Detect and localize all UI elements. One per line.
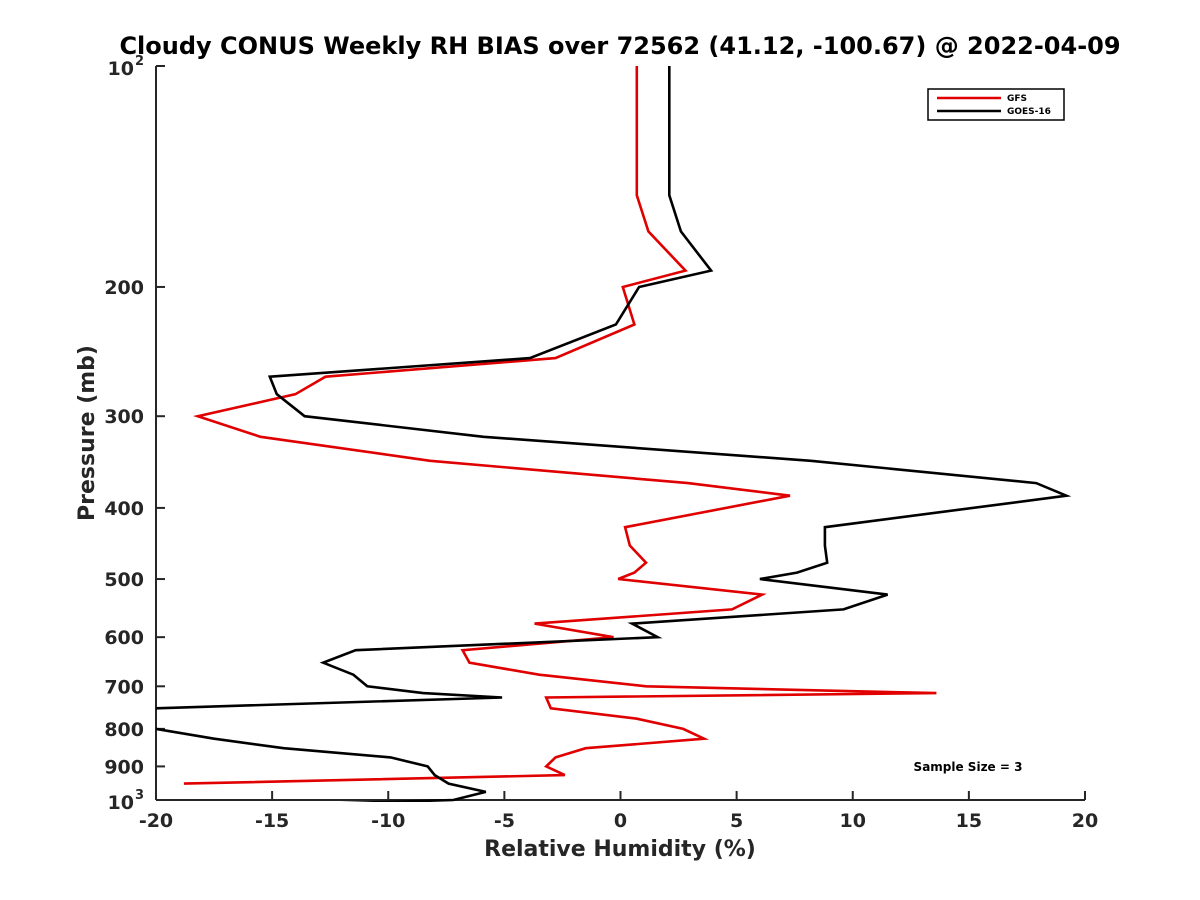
- x-axis-ticks: -20 -15 -10 -5 0 5 10 15 20: [139, 791, 1098, 832]
- y-tick-exponent: 2: [135, 54, 144, 69]
- y-axis-label: Pressure (mb): [75, 345, 100, 521]
- y-tick-label: 400: [104, 498, 144, 520]
- legend-box: [927, 88, 1065, 121]
- y-tick-exponent: 3: [135, 788, 144, 803]
- y-tick-base: 10: [108, 792, 134, 814]
- series-layer: [156, 66, 1072, 802]
- x-tick-label: -5: [494, 810, 515, 832]
- chart-title: Cloudy CONUS Weekly RH BIAS over 72562 (…: [119, 32, 1120, 60]
- y-tick-label: 200: [104, 277, 144, 299]
- y-tick-label: 10: [108, 792, 134, 814]
- series-line-gfs: [183, 66, 937, 785]
- x-tick-label: -20: [139, 810, 173, 832]
- y-tick-label: 800: [104, 719, 144, 741]
- x-tick-label: 5: [730, 810, 743, 832]
- series-line-goes-16: [156, 66, 1072, 802]
- x-tick-label: -15: [255, 810, 289, 832]
- legend-label: GOES-16: [1007, 107, 1051, 117]
- x-tick-label: 20: [1072, 810, 1098, 832]
- y-tick-label: 300: [104, 406, 144, 428]
- sample-size-annotation: Sample Size = 3: [914, 760, 1023, 774]
- y-tick-label: 600: [104, 627, 144, 649]
- x-tick-label: 0: [614, 810, 627, 832]
- y-tick-label: 700: [104, 676, 144, 698]
- x-axis-label: Relative Humidity (%): [484, 837, 756, 862]
- x-tick-label: 15: [956, 810, 982, 832]
- x-tick-label: 10: [840, 810, 866, 832]
- x-tick-label: -10: [371, 810, 405, 832]
- y-tick-base: 10: [108, 58, 134, 80]
- y-tick-label: 900: [104, 756, 144, 778]
- y-tick-label: 10: [108, 58, 134, 80]
- plot-area: [155, 66, 1085, 801]
- legend: GFS GOES-16: [927, 88, 1065, 121]
- legend-label: GFS: [1007, 94, 1027, 104]
- y-tick-label: 500: [104, 569, 144, 591]
